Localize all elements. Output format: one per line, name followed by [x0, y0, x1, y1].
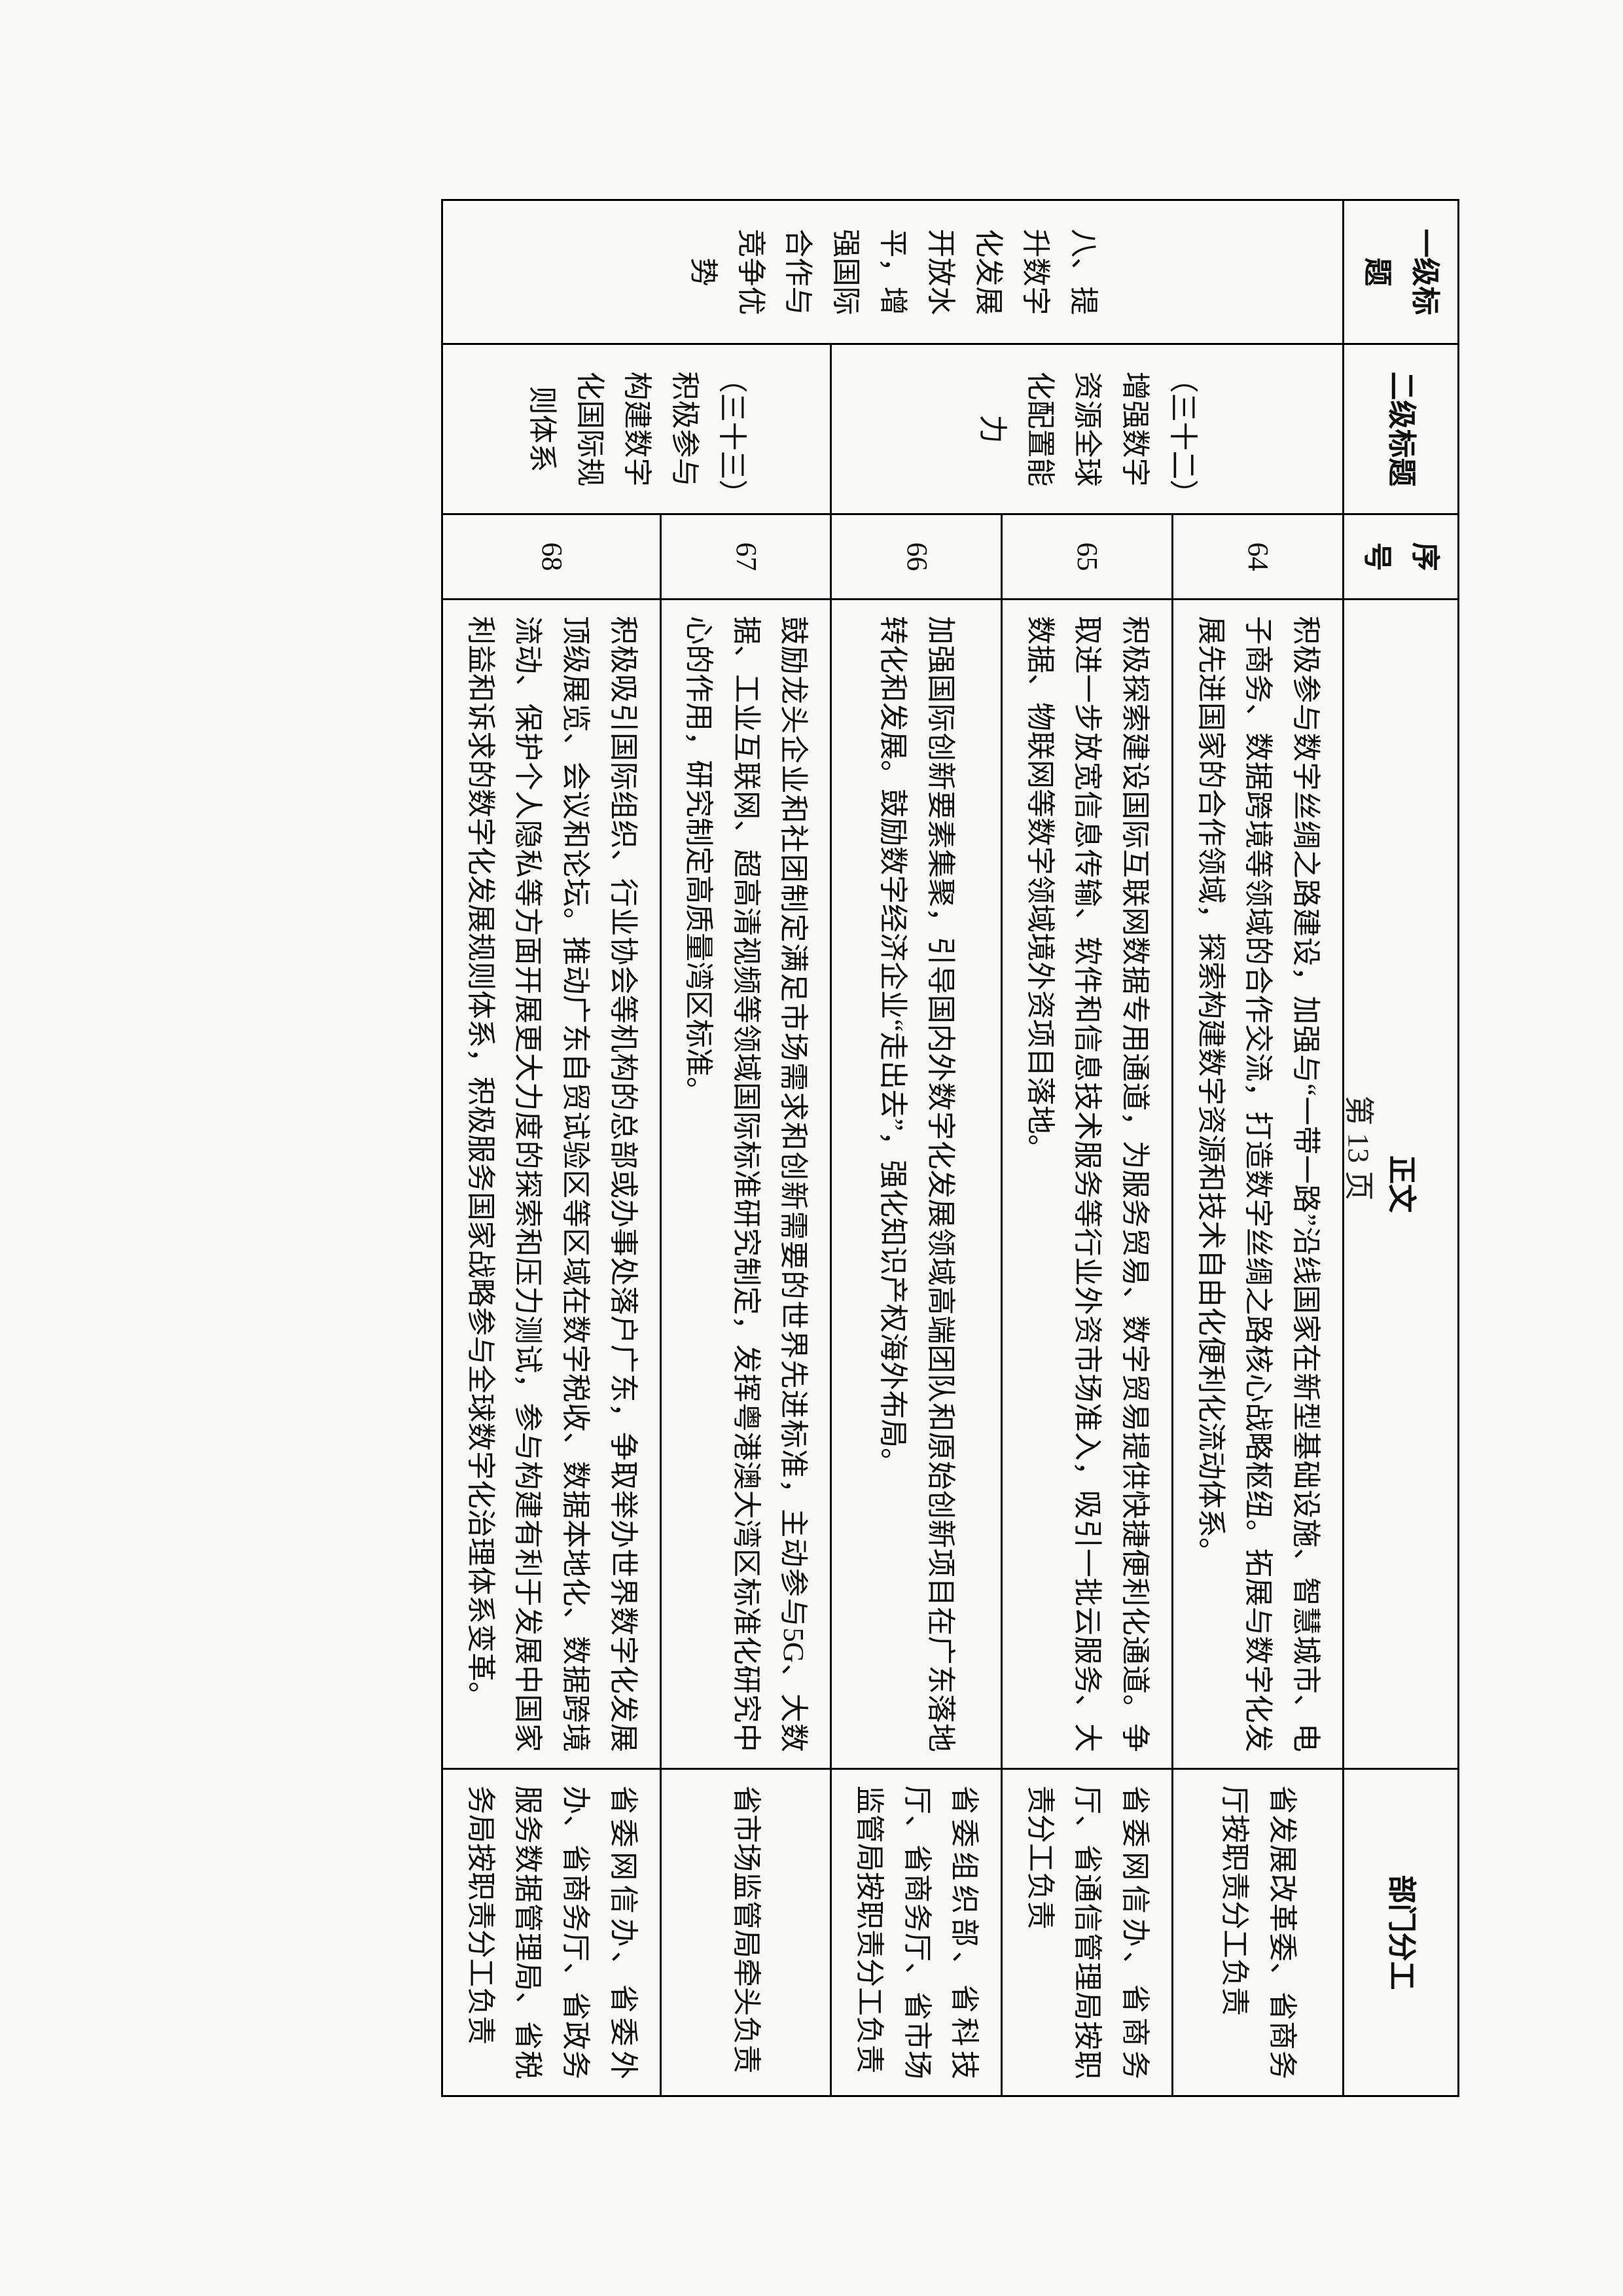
header-level2: 二级标题 [1343, 344, 1458, 514]
table-row: （三十三）积极参与构建数字化国际规则体系 67 鼓励龙头企业和社团制定满足市场需… [660, 200, 831, 2096]
body-cell: 鼓励龙头企业和社团制定满足市场需求和创新需要的世界先进标准，主动参与5G、大数据… [660, 600, 831, 1769]
dept-cell: 省委网信办、省委外办、省商务厅、省政务服务数据管理局、省税务局按职责分工负责 [442, 1769, 660, 2096]
dept-cell: 省委组织部、省科技厅、省商务厅、省市场监管局按职责分工负责 [831, 1769, 1002, 2096]
seq-cell: 67 [660, 514, 831, 600]
seq-cell: 64 [1173, 514, 1344, 600]
table-container: 一级标题 二级标题 序号 正文 部门分工 八、提升数字化发展开放水平，增强国际合… [164, 199, 1459, 2097]
seq-cell: 65 [1002, 514, 1173, 600]
body-cell: 积极参与数字丝绸之路建设，加强与“一带一路”沿线国家在新型基础设施、智慧城市、电… [1173, 600, 1344, 1769]
page: 一级标题 二级标题 序号 正文 部门分工 八、提升数字化发展开放水平，增强国际合… [0, 0, 1623, 2296]
header-level1: 一级标题 [1343, 200, 1458, 344]
body-cell: 积极吸引国际组织、行业协会等机构的总部或办事处落户广东，争取举办世界数字化发展顶… [442, 600, 660, 1769]
body-cell: 积极探索建设国际互联网数据专用通道，为服务贸易、数字贸易提供快捷便利化通道。争取… [1002, 600, 1173, 1769]
table-row: 八、提升数字化发展开放水平，增强国际合作与竞争优势 （三十二）增强数字资源全球化… [1173, 200, 1344, 2096]
level2-cell: （三十三）积极参与构建数字化国际规则体系 [442, 344, 831, 514]
level2-cell: （三十二）增强数字资源全球化配置能力 [831, 344, 1343, 514]
dept-cell: 省发展改革委、省商务厅按职责分工负责 [1173, 1769, 1344, 2096]
page-number: 第 13 页 [1340, 1096, 1383, 1201]
seq-cell: 66 [831, 514, 1002, 600]
body-cell: 加强国际创新要素集聚，引导国内外数字化发展领域高端团队和原始创新项目在广东落地转… [831, 600, 1002, 1769]
dept-cell: 省委网信办、省商务厅、省通信管理局按职责分工负责 [1002, 1769, 1173, 2096]
level1-cell: 八、提升数字化发展开放水平，增强国际合作与竞争优势 [442, 200, 1344, 344]
content-table: 一级标题 二级标题 序号 正文 部门分工 八、提升数字化发展开放水平，增强国际合… [441, 199, 1459, 2097]
seq-cell: 68 [442, 514, 660, 600]
header-seq: 序号 [1343, 514, 1458, 600]
header-dept: 部门分工 [1343, 1769, 1458, 2096]
dept-cell: 省市场监管局牵头负责 [660, 1769, 831, 2096]
